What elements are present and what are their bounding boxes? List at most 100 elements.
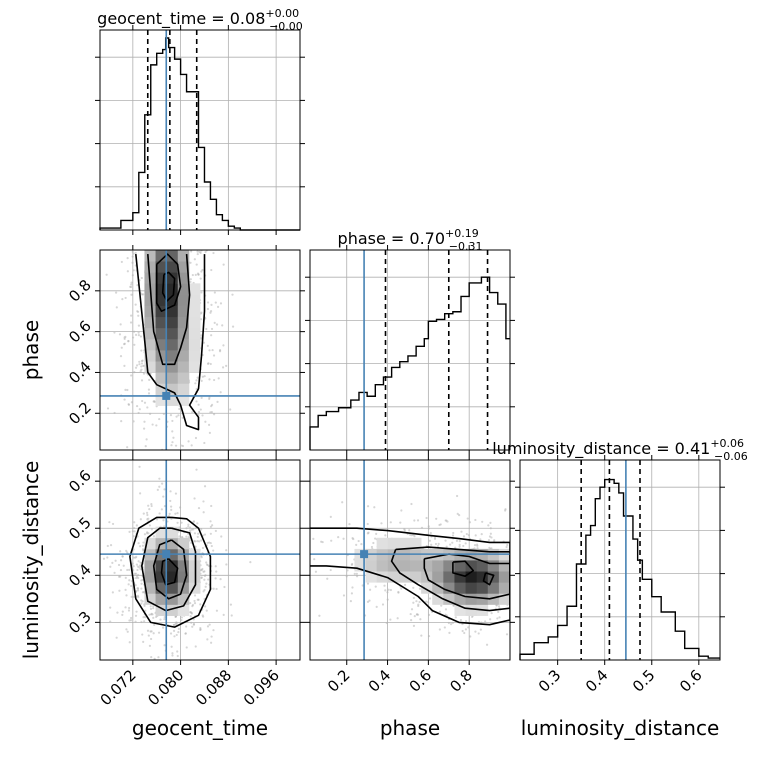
scatter-point bbox=[162, 495, 165, 498]
scatter-point bbox=[446, 520, 449, 523]
scatter-point bbox=[198, 241, 200, 243]
scatter-point bbox=[474, 518, 477, 522]
scatter-point bbox=[418, 587, 422, 590]
scatter-point bbox=[559, 602, 561, 604]
scatter-point bbox=[496, 617, 499, 620]
scatter-point bbox=[449, 543, 452, 546]
scatter-point bbox=[187, 177, 189, 179]
scatter-point bbox=[201, 375, 204, 378]
scatter-point bbox=[162, 237, 164, 239]
scatter-point bbox=[176, 521, 179, 524]
density-cell bbox=[188, 571, 201, 583]
scatter-point bbox=[126, 630, 129, 633]
scatter-point bbox=[147, 517, 150, 520]
scatter-point bbox=[523, 601, 525, 603]
scatter-point bbox=[249, 561, 252, 564]
scatter-point bbox=[136, 283, 139, 287]
scatter-point bbox=[528, 560, 530, 562]
density-cell bbox=[398, 560, 411, 572]
scatter-point bbox=[466, 517, 469, 520]
scatter-point bbox=[197, 532, 200, 535]
scatter-point bbox=[551, 554, 553, 556]
scatter-point bbox=[176, 512, 179, 515]
scatter-point bbox=[569, 583, 571, 585]
scatter-point bbox=[525, 567, 527, 569]
density-cell bbox=[354, 560, 366, 572]
scatter-point bbox=[185, 625, 188, 628]
scatter-point bbox=[146, 406, 149, 409]
scatter-point bbox=[515, 593, 517, 595]
scatter-point bbox=[175, 244, 177, 246]
density-cell bbox=[188, 283, 201, 295]
scatter-point bbox=[203, 375, 206, 378]
tick-label-geocent_time: 0.080 bbox=[144, 666, 187, 709]
density-cell bbox=[188, 294, 201, 306]
scatter-point bbox=[156, 488, 159, 491]
scatter-point bbox=[560, 606, 562, 608]
scatter-point bbox=[525, 612, 527, 614]
scatter-point bbox=[143, 604, 146, 607]
scatter-point bbox=[473, 544, 477, 547]
scatter-point bbox=[142, 512, 145, 515]
scatter-point bbox=[516, 562, 518, 564]
scatter-point bbox=[532, 534, 534, 536]
scatter-point bbox=[192, 618, 195, 621]
scatter-point bbox=[269, 564, 271, 566]
scatter-point bbox=[127, 609, 131, 612]
scatter-point bbox=[144, 445, 147, 448]
scatter-point bbox=[137, 314, 140, 317]
scatter-point bbox=[128, 568, 131, 571]
scatter-point bbox=[159, 209, 161, 211]
scatter-point bbox=[484, 620, 487, 623]
scatter-point bbox=[214, 529, 217, 533]
scatter-point bbox=[283, 544, 285, 546]
scatter-point bbox=[170, 508, 173, 511]
scatter-point bbox=[200, 291, 203, 294]
scatter-point bbox=[153, 657, 156, 660]
density-cell bbox=[177, 582, 190, 594]
scatter-point bbox=[150, 630, 153, 633]
density-cell bbox=[421, 582, 433, 594]
scatter-point bbox=[197, 273, 200, 276]
density-cell bbox=[376, 537, 389, 550]
scatter-point bbox=[137, 542, 140, 545]
scatter-point bbox=[164, 220, 166, 222]
scatter-point bbox=[425, 516, 428, 520]
scatter-point bbox=[158, 485, 161, 488]
density-cell bbox=[177, 283, 190, 295]
scatter-point bbox=[181, 536, 184, 539]
density-cell bbox=[166, 272, 179, 284]
scatter-point bbox=[181, 221, 183, 223]
scatter-point bbox=[480, 621, 483, 624]
scatter-point bbox=[124, 335, 127, 338]
scatter-point bbox=[544, 584, 546, 586]
scatter-point bbox=[225, 549, 228, 552]
scatter-point bbox=[177, 631, 180, 634]
scatter-point bbox=[372, 541, 375, 545]
scatter-point bbox=[535, 578, 537, 580]
scatter-point bbox=[126, 388, 129, 392]
scatter-point bbox=[149, 607, 153, 610]
scatter-point bbox=[357, 539, 360, 543]
scatter-point bbox=[182, 232, 184, 234]
scatter-point bbox=[428, 539, 432, 542]
scatter-point bbox=[429, 531, 432, 535]
scatter-point bbox=[206, 307, 210, 311]
density-cell bbox=[177, 361, 190, 373]
scatter-point bbox=[510, 562, 512, 564]
density-cell bbox=[465, 593, 478, 605]
tick-label-geocent_time: 0.088 bbox=[192, 666, 235, 709]
density-cell bbox=[155, 571, 168, 583]
scatter-point bbox=[133, 343, 136, 346]
scatter-point bbox=[217, 377, 220, 380]
density-cell bbox=[443, 571, 455, 583]
scatter-point bbox=[151, 613, 154, 616]
scatter-point bbox=[427, 613, 431, 616]
density-cell bbox=[177, 316, 190, 329]
scatter-point bbox=[346, 569, 349, 572]
scatter-point bbox=[175, 245, 177, 247]
scatter-point bbox=[373, 506, 376, 509]
scatter-point bbox=[208, 397, 211, 401]
density-cell bbox=[166, 394, 179, 406]
scatter-point bbox=[173, 635, 176, 638]
